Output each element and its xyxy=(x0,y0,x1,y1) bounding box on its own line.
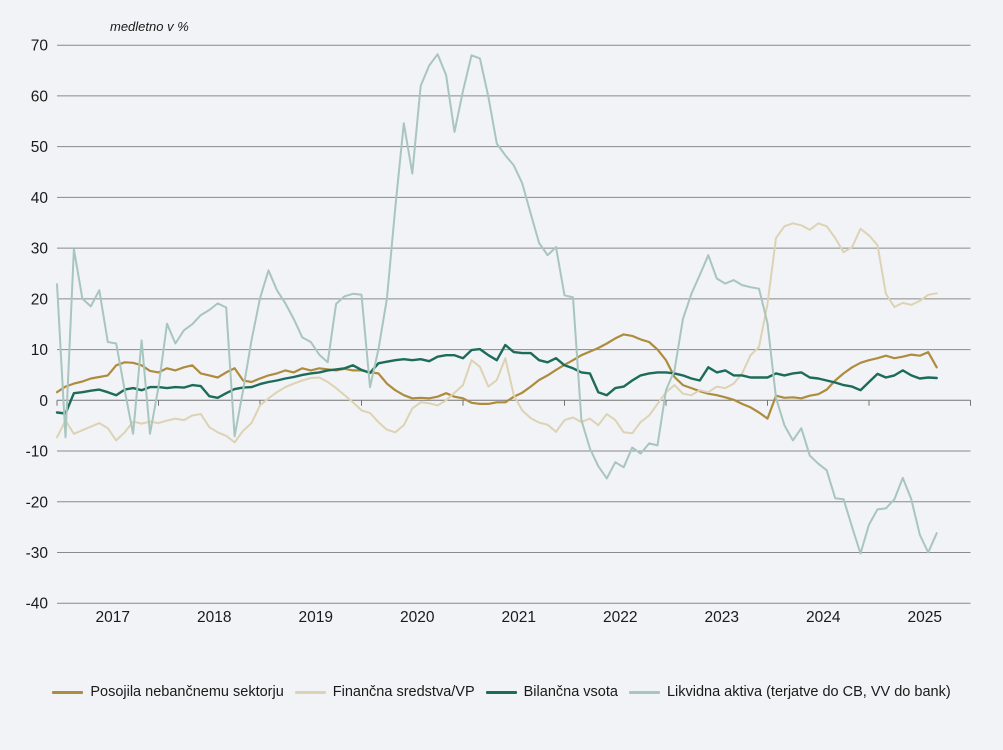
y-axis-tick-label: 70 xyxy=(31,38,49,55)
x-axis-year-label: 2020 xyxy=(400,609,435,626)
legend-label: Likvidna aktiva (terjatve do CB, VV do b… xyxy=(666,684,951,700)
series-line-1 xyxy=(56,222,938,444)
x-axis-year-label: 2023 xyxy=(705,609,739,626)
legend-label: Bilančna vsota xyxy=(523,684,618,700)
y-axis-tick-label: 20 xyxy=(31,291,49,308)
x-axis-year-label: 2024 xyxy=(806,609,841,626)
legend-swatch-icon xyxy=(628,690,660,694)
series-line-0 xyxy=(55,333,938,420)
x-axis-year-label: 2021 xyxy=(502,609,536,626)
y-axis-tick-label: 40 xyxy=(31,190,49,207)
y-axis-tick-label: 50 xyxy=(31,139,49,156)
chart-title: medletno v % xyxy=(110,19,189,34)
series-line-2 xyxy=(55,343,938,415)
y-axis-tick-label: -40 xyxy=(26,596,49,613)
legend-item-1: Finančna sredstva/VP xyxy=(294,684,475,700)
y-axis-tick-label: 60 xyxy=(31,88,49,105)
y-axis-tick-label: -20 xyxy=(26,494,49,511)
legend-item-3: Likvidna aktiva (terjatve do CB, VV do b… xyxy=(628,684,951,700)
legend-item-0: Posojila nebančnemu sektorju xyxy=(52,684,284,700)
y-axis-tick-label: 30 xyxy=(31,241,49,258)
series-line-3 xyxy=(56,53,938,555)
y-axis-tick-label: -10 xyxy=(26,444,49,461)
y-axis-tick-label: 10 xyxy=(31,342,49,359)
legend-swatch-icon xyxy=(485,690,517,694)
x-axis-year-label: 2018 xyxy=(197,609,231,626)
legend-swatch-icon xyxy=(294,690,326,694)
x-axis-year-label: 2022 xyxy=(603,609,637,626)
y-axis-tick-label: 0 xyxy=(39,393,48,410)
y-axis-tick-label: -30 xyxy=(26,545,49,562)
legend-swatch-icon xyxy=(52,690,84,694)
chart-legend: Posojila nebančnemu sektorju Finančna sre… xyxy=(0,684,1003,700)
x-axis-year-label: 2017 xyxy=(96,609,130,626)
legend-label: Finančna sredstva/VP xyxy=(332,684,475,700)
legend-item-2: Bilančna vsota xyxy=(485,684,618,700)
legend-label: Posojila nebančnemu sektorju xyxy=(90,684,284,700)
x-axis-year-label: 2019 xyxy=(299,609,333,626)
x-axis-year-label: 2025 xyxy=(908,609,942,626)
